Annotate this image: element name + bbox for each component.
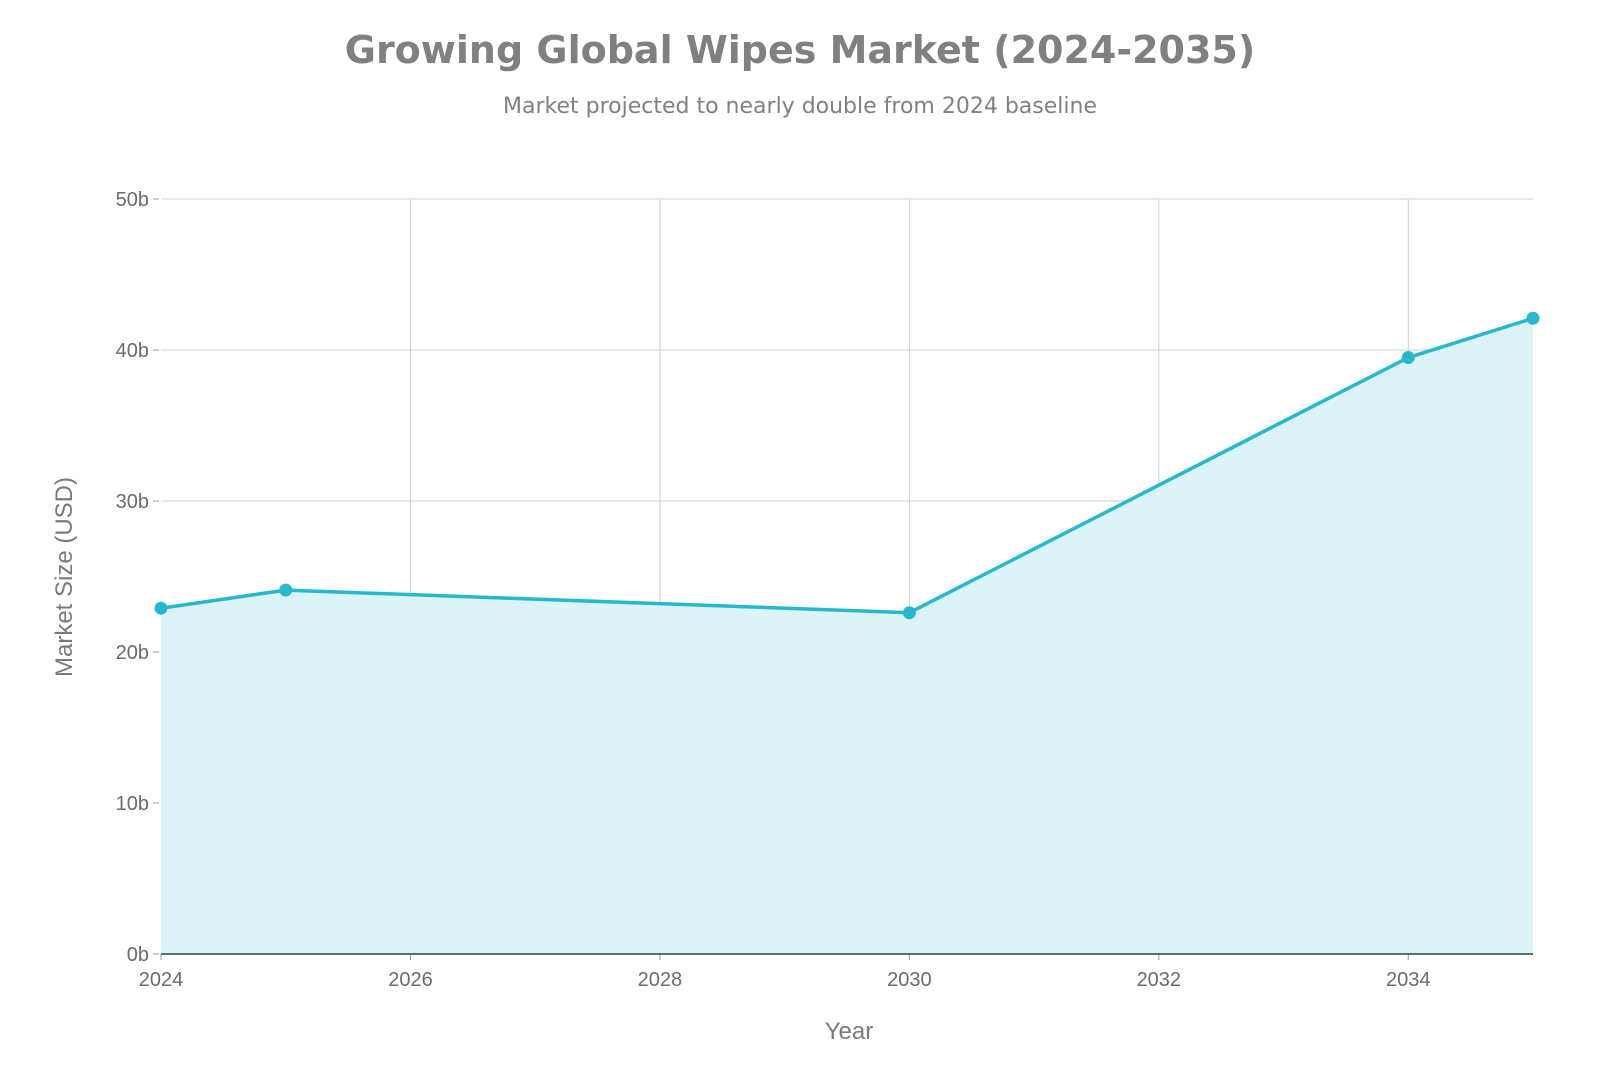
chart-title: Growing Global Wipes Market (2024-2035) xyxy=(344,28,1256,72)
data-point xyxy=(1526,311,1540,325)
x-tick-label: 2032 xyxy=(1137,969,1182,991)
x-tick-label: 2024 xyxy=(139,969,184,991)
x-tick-label: 2030 xyxy=(887,969,932,991)
y-tick-label: 50b xyxy=(116,189,149,211)
x-axis-title: Year xyxy=(825,1018,874,1045)
data-point xyxy=(902,606,916,620)
data-point xyxy=(279,583,293,597)
y-tick-label: 30b xyxy=(116,491,149,513)
x-tick-label: 2028 xyxy=(638,969,683,991)
y-tick-label: 10b xyxy=(116,793,149,815)
y-axis-title: Market Size (USD) xyxy=(51,477,78,677)
x-tick-label: 2034 xyxy=(1386,969,1431,991)
data-point xyxy=(154,601,168,615)
y-tick-label: 20b xyxy=(116,642,149,664)
area-fill xyxy=(161,318,1533,954)
data-point xyxy=(1401,351,1415,365)
y-tick-label: 0b xyxy=(127,944,149,966)
x-tick-label: 2026 xyxy=(388,969,433,991)
data-series xyxy=(154,311,1540,954)
chart-subtitle: Market projected to nearly double from 2… xyxy=(503,94,1097,119)
axes: 0b 10b 20b 30b 40b 50b 2024 2026 2028 2030 2032 203… xyxy=(116,189,1533,991)
y-tick-label: 40b xyxy=(116,340,149,362)
